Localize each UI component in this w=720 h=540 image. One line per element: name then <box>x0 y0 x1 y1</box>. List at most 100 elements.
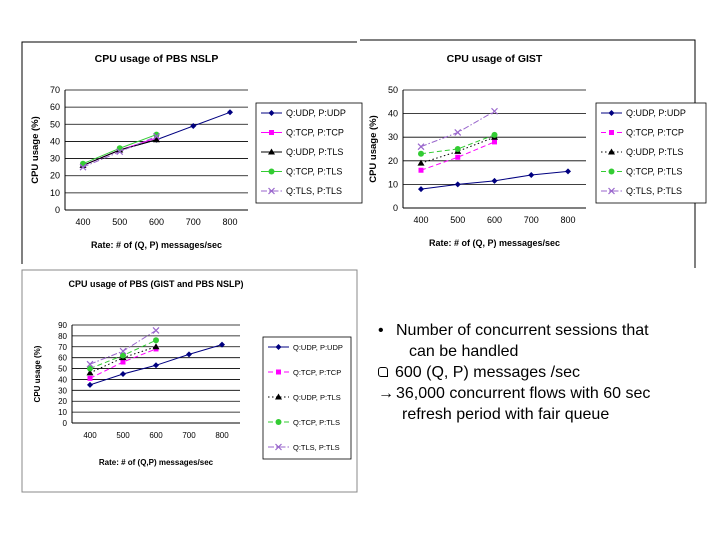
point-marker <box>528 171 535 178</box>
point-marker <box>276 369 281 375</box>
note-text-5: refresh period with fair queue <box>402 406 610 423</box>
chart-frame <box>21 269 358 493</box>
chart-title: CPU usage of PBS (GIST and PBS NSLP) <box>68 279 243 289</box>
y-tick-label: 60 <box>58 354 67 363</box>
y-tick-label: 10 <box>388 179 398 189</box>
x-tick-label: 500 <box>112 217 127 227</box>
legend-label: Q:UDP, P:UDP <box>293 343 343 352</box>
point-marker <box>79 163 87 171</box>
x-tick-label: 700 <box>182 431 196 440</box>
point-marker <box>491 177 498 184</box>
y-tick-label: 0 <box>63 419 68 428</box>
point-marker <box>454 146 461 152</box>
legend-item: Q:TCP, P:TCP <box>601 128 684 138</box>
point-marker <box>417 143 425 151</box>
checkbox-bullet-icon <box>378 367 388 377</box>
legend-label: Q:TCP, P:TCP <box>626 128 684 138</box>
point-marker <box>153 362 159 369</box>
point-marker <box>608 110 615 116</box>
point-marker <box>565 168 571 175</box>
y-tick-label: 40 <box>58 375 67 384</box>
legend-label: Q:TCP, P:TLS <box>286 167 342 177</box>
point-marker <box>275 344 282 350</box>
legend-item: Q:TCP, P:TLS <box>601 167 682 177</box>
legend: Q:UDP, P:UDP Q:TCP, P:TCP Q:UDP, P:TLS Q:TC… <box>595 102 707 204</box>
legend-item: Q:UDP, P:UDP <box>261 108 346 118</box>
point-marker <box>418 150 424 157</box>
series-line <box>420 141 495 171</box>
legend-item: Q:TLS, P:TLS <box>261 186 342 196</box>
legend-item: Q:UDP, P:TLS <box>261 147 343 157</box>
notes-text-block: • Number of concurrent sessions that can … <box>378 320 718 425</box>
y-axis-label: CPU usage (%) <box>30 116 41 184</box>
legend-label: Q:UDP, P:TLS <box>293 393 341 402</box>
legend-label: Q:UDP, P:TLS <box>626 147 683 157</box>
series-5 <box>86 327 160 368</box>
y-tick-label: 70 <box>50 85 60 95</box>
y-tick-label: 40 <box>50 136 60 146</box>
note-text-4: 36,000 concurrent flows with 60 sec <box>396 385 651 402</box>
legend-label: Q:TLS, P:TLS <box>626 186 682 196</box>
y-tick-label: 50 <box>58 365 67 374</box>
point-marker <box>86 369 94 376</box>
point-marker <box>116 148 124 156</box>
x-tick-label: 700 <box>186 217 201 227</box>
point-marker <box>219 341 225 348</box>
point-marker <box>275 393 282 400</box>
x-tick-label: 800 <box>560 215 575 225</box>
note-text-3: 600 (Q, P) messages /sec <box>395 364 580 381</box>
legend: Q:UDP, P:UDP Q:TCP, P:TCP Q:UDP, P:TLS Q:TC… <box>255 102 363 204</box>
point-marker <box>227 109 233 116</box>
bullet-dot: • <box>378 322 384 339</box>
point-marker <box>455 154 461 160</box>
y-axis-label: CPU usage (%) <box>33 345 42 402</box>
legend-label: Q:UDP, P:UDP <box>286 108 346 118</box>
y-tick-label: 10 <box>50 188 60 198</box>
chart-title: CPU usage of PBS NSLP <box>95 53 219 65</box>
legend-item: Q:TLS, P:TLS <box>601 186 682 196</box>
legend-item: Q:TCP, P:TLS <box>268 418 340 427</box>
y-tick-label: 80 <box>58 332 67 341</box>
point-marker <box>268 148 275 155</box>
y-tick-label: 50 <box>50 119 60 129</box>
y-tick-label: 20 <box>58 397 67 406</box>
point-marker <box>153 131 160 138</box>
series-5 <box>79 132 160 171</box>
y-tick-label: 70 <box>58 343 67 352</box>
point-marker <box>454 181 461 188</box>
x-tick-label: 400 <box>75 217 90 227</box>
point-marker <box>608 168 615 175</box>
legend-item: Q:UDP, P:UDP <box>268 343 343 352</box>
y-tick-label: 40 <box>388 109 398 119</box>
legend-item: Q:TLS, P:TLS <box>268 443 340 452</box>
point-marker <box>153 337 159 344</box>
note-text-1: Number of concurrent sessions that <box>396 322 649 339</box>
note-line-4: → 36,000 concurrent flows with 60 sec <box>378 383 718 404</box>
legend-label: Q:UDP, P:UDP <box>626 108 686 118</box>
point-marker <box>275 443 282 451</box>
point-marker <box>87 375 93 381</box>
point-marker <box>120 371 126 377</box>
x-axis-label: Rate: # of (Q, P) messages/sec <box>429 238 560 248</box>
point-marker <box>153 136 160 143</box>
point-marker <box>87 365 93 372</box>
point-marker <box>275 419 282 425</box>
chart-title: CPU usage of GIST <box>447 53 543 65</box>
legend-item: Q:TCP, P:TCP <box>268 368 341 377</box>
x-axis-label: Rate: # of (Q, P) messages/sec <box>91 240 222 250</box>
y-tick-label: 0 <box>393 203 398 213</box>
point-marker <box>119 347 127 355</box>
series-1 <box>418 168 571 193</box>
y-tick-label: 30 <box>58 386 67 395</box>
series-line <box>420 134 495 155</box>
legend-item: Q:UDP, P:TLS <box>601 147 683 157</box>
x-tick-label: 500 <box>450 215 465 225</box>
series-5 <box>417 107 498 151</box>
x-tick-label: 800 <box>215 431 229 440</box>
x-tick-label: 600 <box>149 431 163 440</box>
series-4 <box>418 131 498 157</box>
y-tick-label: 20 <box>50 171 60 181</box>
y-tick-label: 50 <box>388 85 398 95</box>
x-tick-label: 500 <box>116 431 130 440</box>
y-tick-label: 0 <box>55 205 60 215</box>
